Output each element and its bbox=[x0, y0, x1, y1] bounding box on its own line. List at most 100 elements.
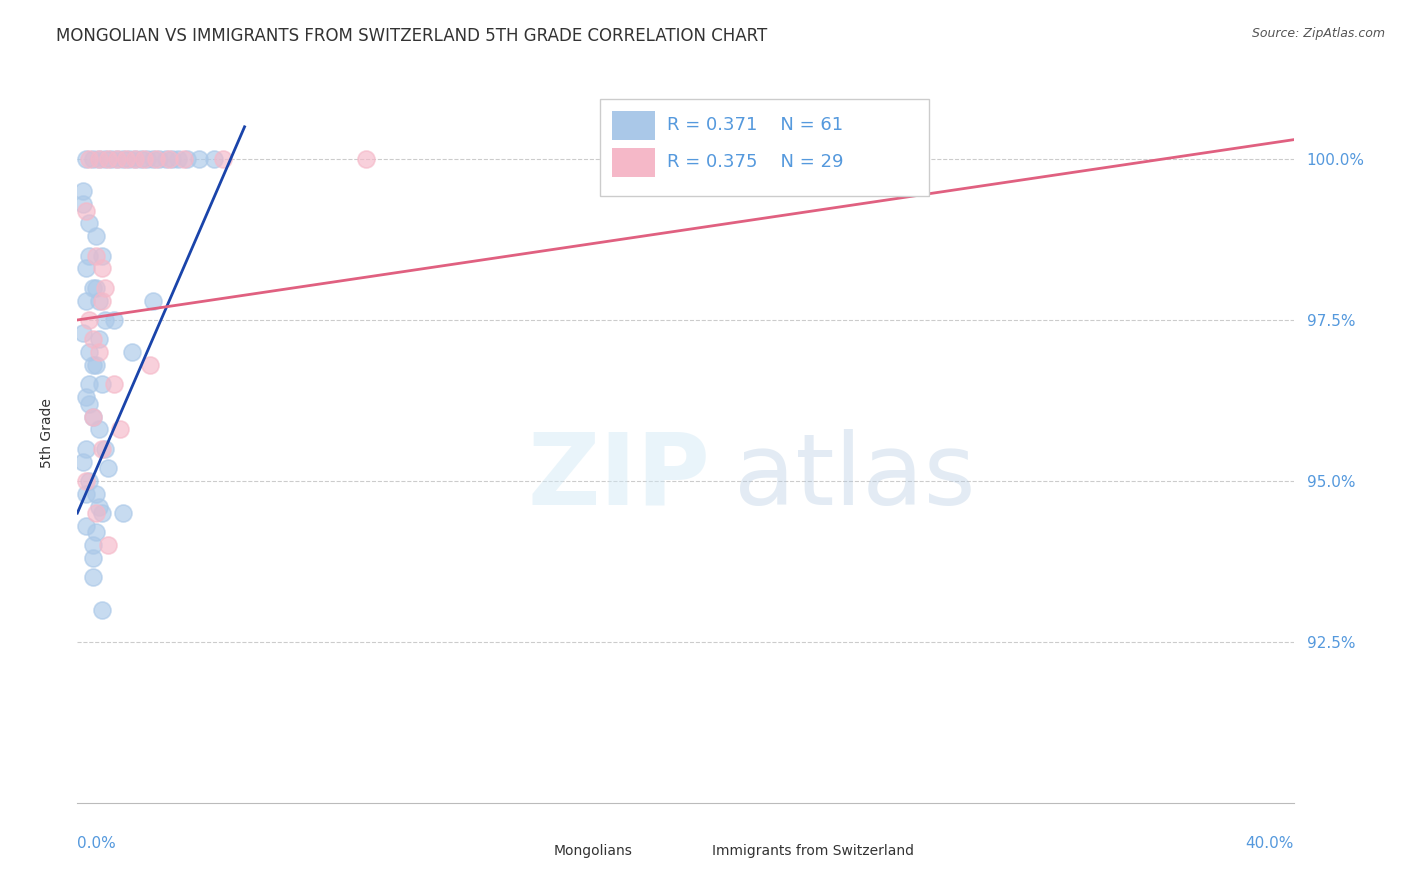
Point bbox=[82, 570, 104, 584]
Point bbox=[75, 152, 97, 166]
Text: atlas: atlas bbox=[734, 428, 976, 525]
Point bbox=[100, 152, 122, 166]
Point bbox=[79, 249, 101, 263]
Point bbox=[124, 152, 146, 166]
Point bbox=[111, 152, 134, 166]
Point bbox=[84, 358, 107, 372]
Point bbox=[124, 152, 146, 166]
Point bbox=[87, 332, 110, 346]
Point bbox=[75, 390, 97, 404]
Point bbox=[82, 409, 104, 424]
Point bbox=[188, 152, 211, 166]
Point bbox=[173, 152, 195, 166]
FancyBboxPatch shape bbox=[613, 147, 655, 178]
Point bbox=[79, 474, 101, 488]
Point bbox=[84, 229, 107, 244]
Point bbox=[134, 152, 156, 166]
Point bbox=[87, 500, 110, 514]
Text: Source: ZipAtlas.com: Source: ZipAtlas.com bbox=[1251, 27, 1385, 40]
Point bbox=[111, 506, 134, 520]
Point bbox=[97, 152, 120, 166]
Point bbox=[82, 538, 104, 552]
Point bbox=[79, 313, 101, 327]
Point bbox=[157, 152, 180, 166]
Point bbox=[139, 358, 162, 372]
FancyBboxPatch shape bbox=[515, 842, 546, 863]
Point bbox=[155, 152, 177, 166]
Point bbox=[176, 152, 198, 166]
Point bbox=[354, 152, 377, 166]
Point bbox=[105, 152, 128, 166]
Point bbox=[87, 152, 110, 166]
Point bbox=[84, 506, 107, 520]
Point bbox=[115, 152, 138, 166]
Point bbox=[72, 197, 94, 211]
Text: R = 0.371    N = 61: R = 0.371 N = 61 bbox=[668, 116, 844, 135]
Text: ZIP: ZIP bbox=[527, 428, 710, 525]
Point bbox=[84, 281, 107, 295]
Point bbox=[121, 345, 143, 359]
FancyBboxPatch shape bbox=[613, 111, 655, 140]
Point bbox=[108, 422, 131, 436]
Point bbox=[87, 152, 110, 166]
FancyBboxPatch shape bbox=[600, 99, 929, 195]
Point bbox=[93, 281, 115, 295]
Point bbox=[75, 261, 97, 276]
Point bbox=[90, 442, 112, 456]
Point bbox=[103, 377, 125, 392]
Point bbox=[79, 345, 101, 359]
Text: MONGOLIAN VS IMMIGRANTS FROM SWITZERLAND 5TH GRADE CORRELATION CHART: MONGOLIAN VS IMMIGRANTS FROM SWITZERLAND… bbox=[56, 27, 768, 45]
Point bbox=[84, 249, 107, 263]
Point bbox=[84, 487, 107, 501]
Point bbox=[75, 487, 97, 501]
Point bbox=[93, 442, 115, 456]
Point bbox=[145, 152, 167, 166]
Point bbox=[82, 281, 104, 295]
Point bbox=[82, 152, 104, 166]
Point bbox=[72, 326, 94, 340]
Point bbox=[97, 538, 120, 552]
Point bbox=[97, 461, 120, 475]
Point bbox=[72, 184, 94, 198]
Point bbox=[142, 152, 165, 166]
Point bbox=[129, 152, 152, 166]
Point bbox=[90, 506, 112, 520]
Point bbox=[720, 152, 742, 166]
Point bbox=[90, 249, 112, 263]
Point bbox=[82, 358, 104, 372]
Point bbox=[93, 313, 115, 327]
Point bbox=[84, 525, 107, 540]
Point bbox=[79, 152, 101, 166]
Text: R = 0.375    N = 29: R = 0.375 N = 29 bbox=[668, 153, 844, 171]
Point bbox=[75, 442, 97, 456]
Point bbox=[105, 152, 128, 166]
Point bbox=[148, 152, 170, 166]
Point bbox=[166, 152, 188, 166]
Point bbox=[87, 293, 110, 308]
Point bbox=[142, 293, 165, 308]
Point bbox=[160, 152, 183, 166]
FancyBboxPatch shape bbox=[673, 842, 703, 863]
Text: 0.0%: 0.0% bbox=[77, 836, 117, 851]
Point bbox=[75, 474, 97, 488]
Point bbox=[79, 377, 101, 392]
Point bbox=[79, 397, 101, 411]
Point bbox=[103, 313, 125, 327]
Point bbox=[87, 345, 110, 359]
Text: Immigrants from Switzerland: Immigrants from Switzerland bbox=[713, 844, 914, 858]
Point bbox=[118, 152, 141, 166]
Point bbox=[90, 377, 112, 392]
Point bbox=[82, 551, 104, 566]
Text: 5th Grade: 5th Grade bbox=[39, 398, 53, 467]
Text: 40.0%: 40.0% bbox=[1246, 836, 1294, 851]
Point bbox=[93, 152, 115, 166]
Text: Mongolians: Mongolians bbox=[554, 844, 633, 858]
Point bbox=[75, 519, 97, 533]
Point bbox=[136, 152, 159, 166]
Point bbox=[202, 152, 225, 166]
Point bbox=[212, 152, 235, 166]
Point bbox=[79, 216, 101, 230]
Point bbox=[75, 203, 97, 218]
Point bbox=[90, 293, 112, 308]
Point bbox=[72, 454, 94, 468]
